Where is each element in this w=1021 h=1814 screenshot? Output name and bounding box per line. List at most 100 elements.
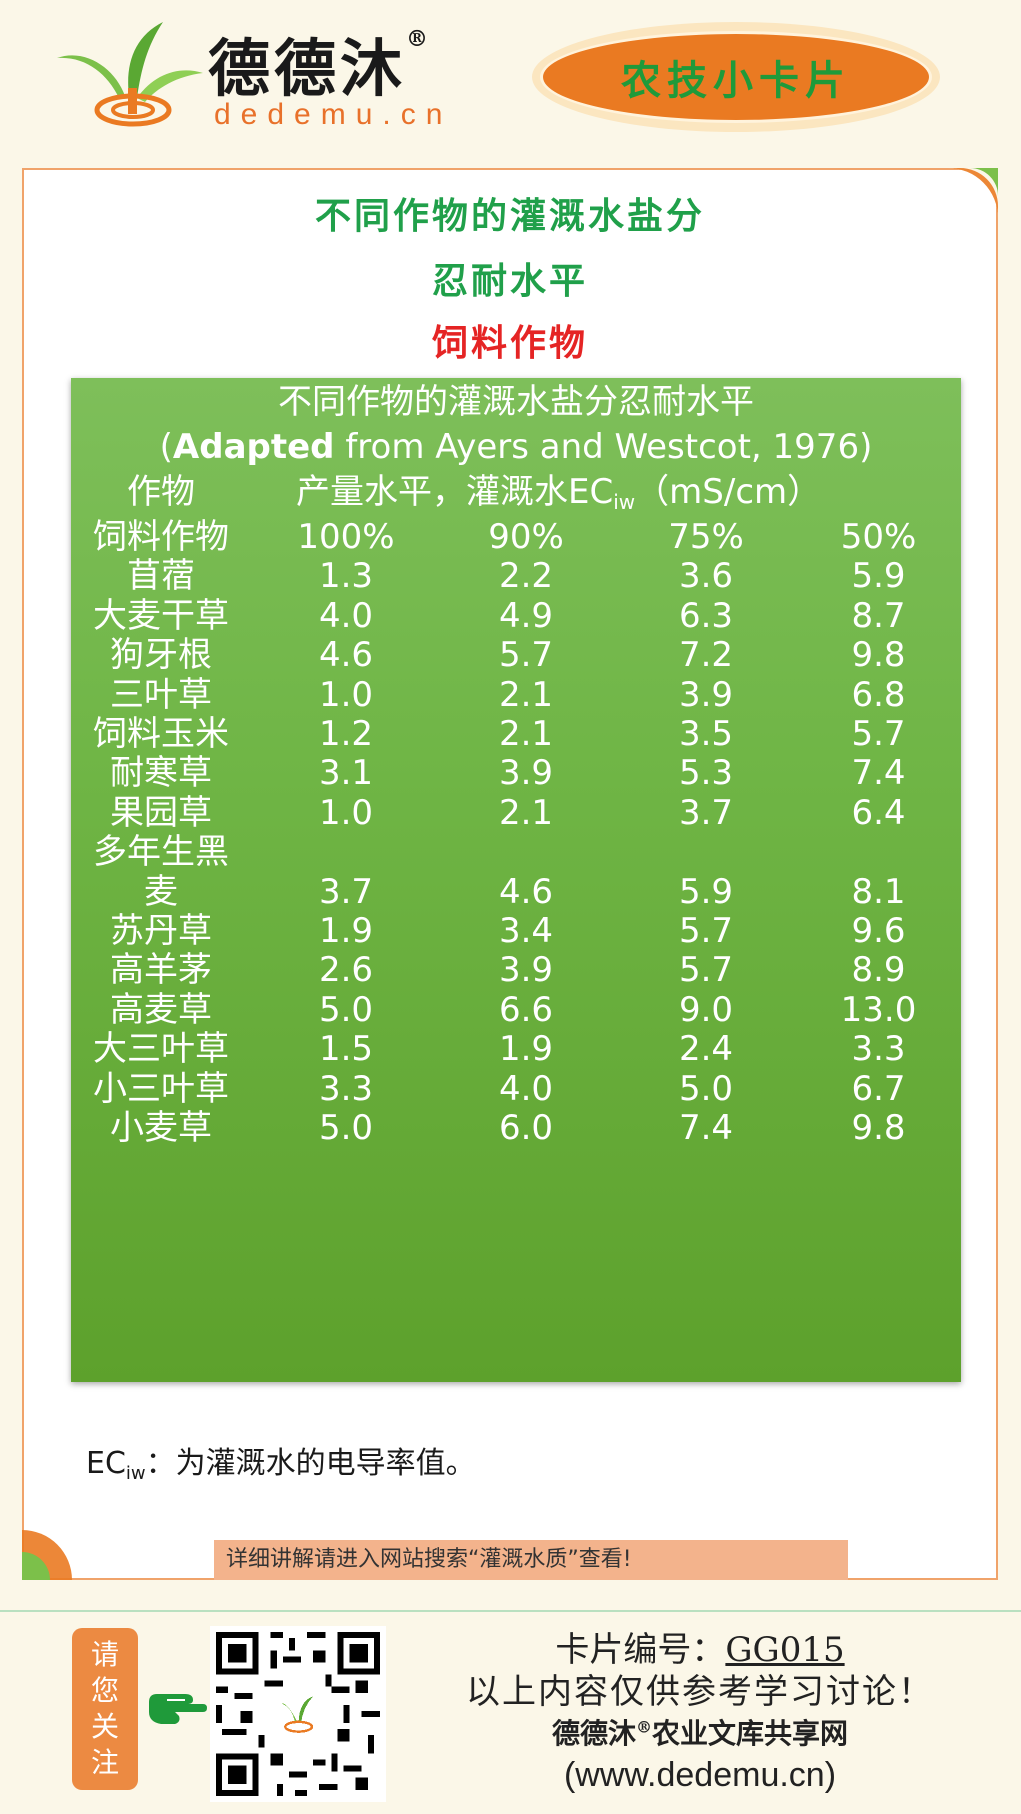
header: 德德沐® dedemu.cn 农技小卡片 [0, 0, 1021, 160]
disclaimer: 以上内容仅供参考学习讨论！ [466, 1672, 934, 1712]
ec-value-cell: 6.7 [851, 1068, 906, 1109]
ec-value-cell: 3.7 [318, 871, 374, 912]
ec-value-cell: 5.7 [678, 911, 734, 951]
crop-name-cell: 多年生黑 [93, 832, 229, 873]
crop-name-cell: 果园草 [110, 792, 212, 833]
brand-name: 德德沐® [208, 26, 433, 105]
ec-value-cell: 2.1 [498, 792, 554, 833]
footer-divider [0, 1610, 1021, 1612]
follow-char: 关 [90, 1710, 119, 1743]
ec-value-cell: 9.8 [851, 1108, 906, 1148]
table-caption: 不同作物的灌溉水盐分忍耐水平 [278, 382, 754, 422]
table-header-cell: 50% [840, 517, 917, 557]
crop-name-cell: 苏丹草 [110, 911, 212, 951]
crop-name-cell: 狗牙根 [110, 635, 212, 676]
crop-name-cell: 高羊茅 [110, 950, 212, 991]
ec-value-cell: 2.4 [678, 1029, 734, 1070]
ec-value-cell: 8.9 [851, 950, 906, 991]
ec-value-cell: 8.7 [851, 595, 906, 636]
ec-value-cell: 5.7 [851, 714, 906, 754]
ec-value-cell [616, 830, 796, 875]
crop-name-cell: 高麦草 [110, 989, 212, 1030]
ec-value-cell: 3.4 [498, 911, 554, 951]
ec-value-cell: 3.6 [678, 556, 734, 597]
ec-value-cell: 9.0 [678, 989, 734, 1030]
ec-value-cell: 2.1 [498, 714, 554, 754]
ec-value-cell: 2.2 [498, 556, 554, 597]
salinity-table: 不同作物的灌溉水盐分忍耐水平 (Adapted from Ayers and W… [71, 378, 961, 1382]
ec-value-cell: 3.9 [498, 753, 554, 794]
ec-value-cell: 13.0 [840, 989, 917, 1030]
pointing-hand-icon [149, 1694, 207, 1724]
table-source: (Adapted from Ayers and Westcot, 1976) [159, 427, 873, 467]
table-header-cell: 饲料作物 [93, 517, 229, 557]
ec-value-cell: 6.0 [498, 1108, 554, 1148]
crop-name-cell: 麦 [144, 871, 178, 912]
ec-value-cell: 1.0 [318, 674, 374, 715]
ec-value-cell: 9.6 [851, 911, 906, 951]
content-panel: 不同作物的灌溉水盐分 忍耐水平 饲料作物 不同作物的灌溉水盐分忍耐水平 (Ada… [22, 168, 998, 1580]
ec-value-cell: 3.9 [498, 950, 554, 991]
ec-value-cell: 7.4 [678, 1108, 734, 1148]
ec-value-cell: 2.1 [498, 674, 554, 715]
ec-value-cell: 3.7 [678, 792, 734, 833]
ec-value-cell: 6.6 [498, 989, 554, 1030]
search-tip: 详细讲解请进入网站搜索“灌溉水质”查看! [214, 1540, 848, 1580]
ec-value-cell: 6.3 [678, 595, 734, 636]
ec-value-cell: 5.9 [851, 556, 906, 597]
crop-name-cell: 耐寒草 [110, 753, 212, 794]
ec-value-cell: 3.3 [851, 1029, 906, 1070]
table-header-cell: 75% [668, 517, 744, 557]
ec-value-cell: 7.4 [851, 753, 906, 794]
ec-value-cell: 6.8 [851, 674, 906, 715]
ec-value-cell: 4.6 [318, 635, 374, 676]
crop-name-cell: 大三叶草 [93, 1029, 229, 1070]
follow-char: 注 [90, 1746, 119, 1779]
qr-code-icon[interactable] [210, 1626, 386, 1802]
ec-value-cell: 4.0 [498, 1068, 554, 1109]
title-line-2: 忍耐水平 [431, 261, 588, 302]
table-header-cell: 100% [297, 517, 395, 557]
ec-value-cell: 6.4 [851, 792, 906, 833]
card-badge-label: 农技小卡片 [540, 31, 932, 123]
follow-button[interactable]: 请 您 关 注 [72, 1628, 138, 1790]
site-url[interactable]: (www.dedemu.cn) [563, 1756, 837, 1794]
crop-name-cell: 小麦草 [110, 1108, 212, 1148]
ec-value-cell: 5.0 [318, 1108, 374, 1148]
corner-decoration [22, 1530, 72, 1580]
ec-value-cell: 8.1 [851, 871, 906, 912]
card-number: 卡片编号：GG015 [555, 1630, 845, 1670]
crop-name-cell: 大麦干草 [93, 595, 229, 636]
ec-value-cell: 5.9 [678, 871, 734, 912]
ec-value-cell: 3.3 [318, 1068, 374, 1109]
title-line-3: 饲料作物 [431, 323, 588, 364]
card-badge: 农技小卡片 [532, 22, 940, 132]
follow-char: 请 [90, 1638, 119, 1671]
ec-value-cell [256, 830, 436, 875]
ec-value-cell: 5.7 [498, 635, 554, 676]
ec-value-cell [436, 830, 616, 875]
ec-value-cell: 1.5 [318, 1029, 374, 1070]
title-line-1: 不同作物的灌溉水盐分 [314, 196, 705, 237]
ec-value-cell: 5.0 [318, 989, 374, 1030]
ec-value-cell: 9.8 [851, 635, 906, 676]
ec-value-cell: 1.0 [318, 792, 374, 833]
ec-value-cell: 5.7 [678, 950, 734, 991]
ec-value-cell: 1.9 [498, 1029, 554, 1070]
ec-note: ECiw：为灌溉水的电导率值。 [86, 1446, 476, 1484]
crop-name-cell: 苜蓿 [127, 556, 195, 597]
ec-value-cell: 3.1 [318, 753, 374, 794]
ec-value-cell [791, 830, 966, 875]
crop-name-cell: 三叶草 [110, 674, 212, 715]
column-header-yield: 产量水平，灌溉水ECiw（mS/cm） [296, 472, 822, 514]
follow-char: 您 [90, 1674, 119, 1707]
crop-name-cell: 饲料玉米 [93, 714, 229, 754]
ec-value-cell: 4.9 [498, 595, 554, 636]
site-name: 德德沐®农业文库共享网 [551, 1717, 849, 1750]
brand-url: dedemu.cn [214, 98, 453, 131]
ec-value-cell: 5.3 [678, 753, 734, 794]
ec-value-cell: 1.3 [318, 556, 374, 597]
ec-value-cell: 1.9 [318, 911, 374, 951]
ec-value-cell: 3.9 [678, 674, 734, 715]
sprout-logo-icon [57, 22, 203, 127]
